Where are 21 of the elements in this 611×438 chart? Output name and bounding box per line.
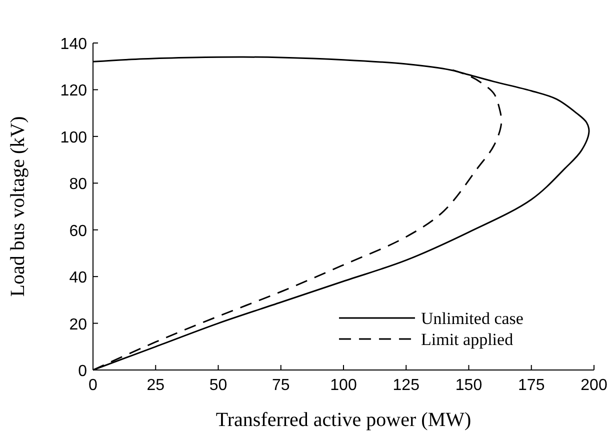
- legend-label: Unlimited case: [421, 309, 524, 328]
- y-tick-label: 60: [69, 222, 88, 240]
- legend-label: Limit applied: [421, 330, 514, 349]
- x-axis-title: Transferred active power (MW): [216, 409, 472, 431]
- y-tick-label: 40: [69, 270, 88, 287]
- x-tick-label: 0: [88, 377, 98, 394]
- x-tick-label: 200: [580, 377, 608, 394]
- x-tick-label: 50: [209, 377, 228, 394]
- x-tick-label: 25: [146, 377, 165, 394]
- x-tick-label: 150: [455, 377, 482, 394]
- y-tick-label: 120: [60, 82, 88, 100]
- y-tick-label: 20: [69, 316, 88, 334]
- y-axis-title: Load bus voltage (kV): [7, 116, 29, 297]
- y-tick-label: 100: [60, 129, 88, 146]
- x-tick-label: 100: [330, 377, 357, 394]
- y-tick-label: 0: [78, 363, 88, 380]
- x-tick-label: 75: [272, 377, 290, 394]
- x-tick-label: 125: [392, 377, 420, 394]
- y-tick-label: 140: [60, 36, 88, 53]
- x-tick-label: 175: [518, 377, 545, 394]
- y-tick-label: 80: [69, 176, 88, 194]
